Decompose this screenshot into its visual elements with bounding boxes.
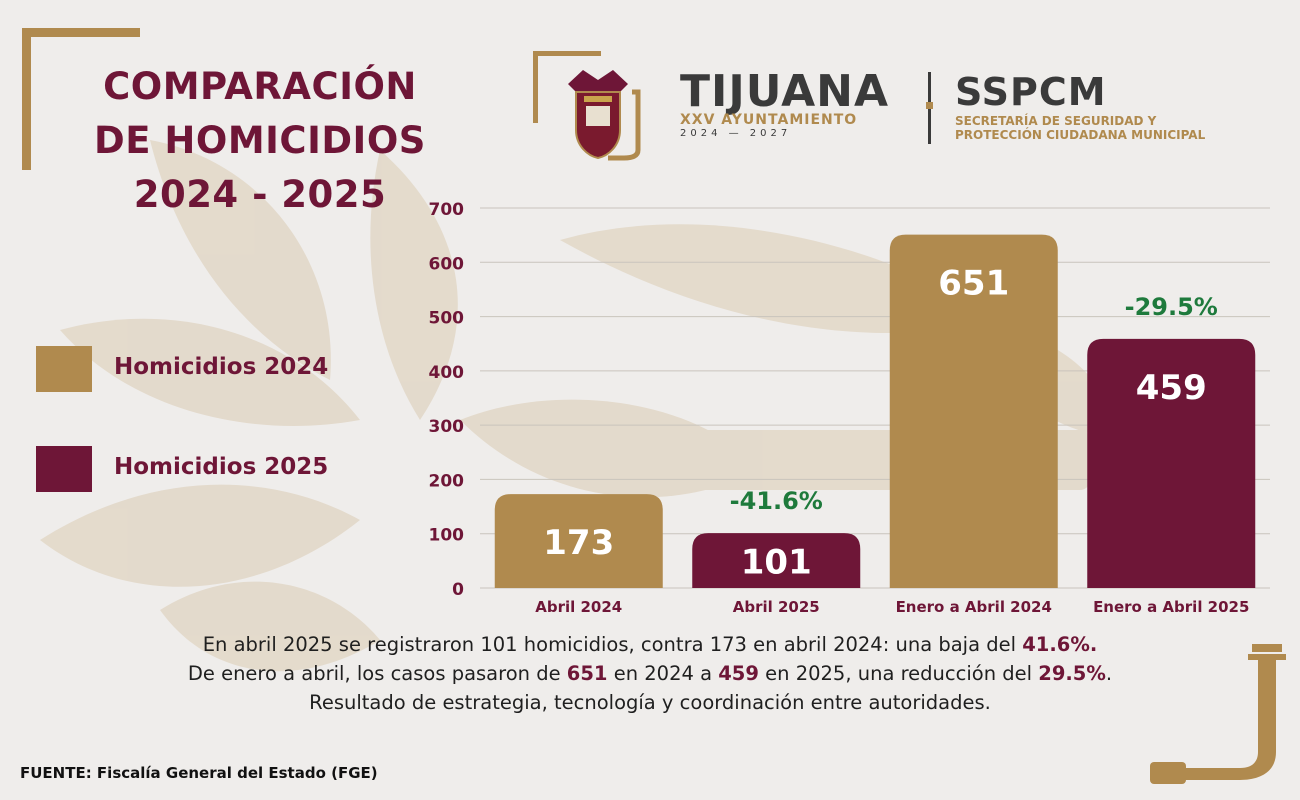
- summary-line-2-e: en 2025, una reducción del: [758, 662, 1039, 685]
- header-logos: TIJUANA XXV AYUNTAMIENTO 2024 — 2027 SSP…: [530, 48, 1270, 168]
- y-tick-label-600: 600: [429, 254, 465, 274]
- source-note: FUENTE: Fiscalía General del Estado (FGE…: [20, 764, 378, 782]
- summary-line-2-pct: 29.5%: [1038, 662, 1106, 685]
- bar-chart: 0 100 200 300 400 500 600 700 173 Abril 2024 101 Ab…: [429, 200, 1270, 616]
- title-line-2: DE HOMICIDIOS: [94, 119, 426, 162]
- summary-line-1-pct: 41.6%.: [1022, 633, 1098, 656]
- title-frame: [22, 28, 140, 170]
- summary-line-2: De enero a abril, los casos pasaron de 6…: [20, 659, 1280, 688]
- bar-2: [692, 533, 861, 588]
- bar-4: [1087, 338, 1256, 588]
- corner-ornament-icon: [1150, 644, 1286, 784]
- city-name: TIJUANA: [680, 66, 890, 117]
- y-tick-label-0: 0: [452, 580, 464, 600]
- x-tick-label-1: Abril 2024: [535, 598, 622, 616]
- summary-line-1: En abril 2025 se registraron 101 homicid…: [20, 630, 1280, 659]
- summary-text: En abril 2025 se registraron 101 homicid…: [20, 630, 1280, 717]
- y-tick-label-700: 700: [429, 200, 465, 220]
- bar-1: [494, 494, 663, 588]
- bar-value-label-4: 459: [1136, 368, 1207, 408]
- ayuntamiento-label: XXV AYUNTAMIENTO: [680, 112, 858, 128]
- legend-item-2025: Homicidios 2025: [36, 446, 416, 492]
- bar-3: [889, 234, 1058, 588]
- legend-swatch-2024: [36, 346, 92, 392]
- legend-item-2024: Homicidios 2024: [36, 346, 416, 392]
- org-subtitle-line-2: PROTECCIÓN CIUDADANA MUNICIPAL: [955, 128, 1206, 142]
- bar-value-label-1: 173: [543, 523, 614, 563]
- summary-line-1-text: En abril 2025 se registraron 101 homicid…: [202, 633, 1023, 656]
- org-subtitle-line-1: SECRETARÍA DE SEGURIDAD Y: [955, 114, 1157, 128]
- legend-swatch-2025: [36, 446, 92, 492]
- percent-change-label-4: -29.5%: [1125, 293, 1218, 321]
- y-tick-label-400: 400: [429, 363, 465, 383]
- x-tick-label-4: Enero a Abril 2025: [1093, 598, 1249, 616]
- page-title: COMPARACIÓN DE HOMICIDIOS 2024 - 2025: [60, 60, 460, 222]
- percent-change-label-2: -41.6%: [730, 487, 823, 515]
- separator-dot: [926, 102, 933, 109]
- logo-frame: [533, 51, 601, 123]
- summary-line-2-c: en 2024 a: [607, 662, 719, 685]
- y-tick-label-100: 100: [429, 526, 465, 546]
- title-line-1: COMPARACIÓN: [103, 65, 417, 108]
- period-label: 2024 — 2027: [680, 128, 792, 139]
- org-subtitle: SECRETARÍA DE SEGURIDAD Y PROTECCIÓN CIU…: [955, 114, 1205, 142]
- bar-value-label-3: 651: [938, 264, 1009, 304]
- org-name: SSPCM: [955, 70, 1107, 114]
- bar-value-label-2: 101: [741, 543, 812, 583]
- x-tick-label-3: Enero a Abril 2024: [896, 598, 1052, 616]
- summary-line-2-value-2025: 459: [718, 662, 759, 685]
- summary-line-2-g: .: [1105, 662, 1113, 685]
- x-tick-label-2: Abril 2025: [733, 598, 820, 616]
- city-crest-icon: [568, 70, 641, 161]
- title-line-3: 2024 - 2025: [133, 173, 387, 216]
- summary-line-3: Resultado de estrategia, tecnología y co…: [309, 691, 991, 714]
- summary-line-2-value-2024: 651: [566, 662, 608, 685]
- legend-label-2025: Homicidios 2025: [114, 454, 329, 480]
- y-tick-label-200: 200: [429, 471, 465, 491]
- y-tick-label-300: 300: [429, 417, 465, 437]
- y-tick-label-500: 500: [429, 309, 465, 329]
- summary-line-2-a: De enero a abril, los casos pasaron de: [187, 662, 567, 685]
- legend-label-2024: Homicidios 2024: [114, 354, 329, 380]
